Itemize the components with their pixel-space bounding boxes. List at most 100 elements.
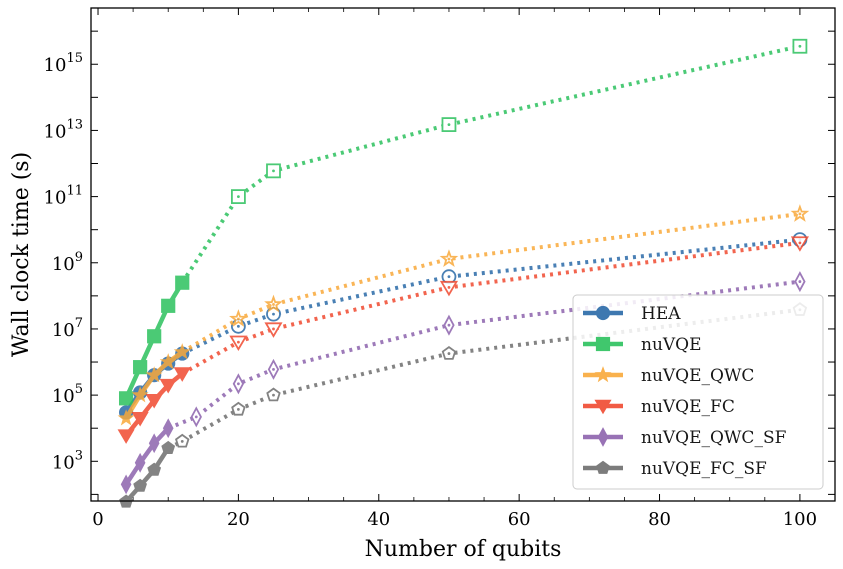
legend-label: nuVQE_FC [641, 397, 735, 417]
data-point [161, 440, 176, 454]
plot-series [117, 38, 810, 508]
data-point [118, 391, 134, 406]
legend-marker [594, 366, 612, 383]
data-point [134, 452, 146, 473]
data-point [131, 412, 149, 427]
y-tick-base: 10 [52, 320, 75, 341]
data-point-center [236, 340, 240, 344]
data-point [147, 329, 162, 344]
data-point-center [272, 312, 275, 316]
data-point [133, 478, 148, 492]
legend-marker [596, 460, 610, 474]
data-point [173, 367, 191, 382]
data-point [117, 429, 135, 444]
series-line-dotted [181, 240, 801, 376]
legend: HEA nuVQE nuVQE_QWC nuVQE_FC nuVQE_QWC_SF nuV… [572, 294, 824, 490]
data-point-center [447, 352, 451, 355]
data-point-center [447, 257, 451, 261]
y-tick-exponent: 11 [66, 184, 83, 199]
series-nuvqe [118, 38, 808, 406]
y-tick-exponent: 9 [75, 250, 83, 265]
y-tick-exponent: 7 [75, 316, 83, 331]
y-tick-exponent: 3 [75, 448, 83, 463]
y-tick-exponent: 5 [75, 382, 83, 397]
legend-label: nuVQE_FC_SF [641, 459, 767, 479]
legend-label: HEA [641, 304, 681, 324]
y-tick-label: 109 [52, 250, 83, 275]
y-tick-label: 107 [52, 316, 83, 341]
y-tick-label: 1013 [44, 117, 83, 142]
data-point [145, 394, 163, 409]
series-nuvqe-fc [117, 236, 809, 444]
legend-box [572, 294, 824, 490]
data-point-center [180, 439, 184, 443]
data-point [133, 360, 148, 375]
data-point-center [798, 44, 802, 48]
legend-marker [595, 336, 611, 352]
data-point [120, 474, 132, 495]
data-point-center [236, 195, 240, 198]
data-point-center [272, 367, 275, 371]
legend-item: HEA [583, 304, 681, 324]
y-tick-label: 1015 [44, 51, 83, 76]
data-point-center [236, 382, 240, 386]
data-point [117, 409, 135, 426]
x-tick-label: 100 [783, 509, 817, 530]
y-tick-base: 10 [52, 254, 75, 275]
legend-marker [597, 427, 609, 447]
legend-item: nuVQE_QWC_SF [583, 427, 787, 448]
series-line-dotted [167, 279, 801, 431]
x-tick-label: 20 [227, 509, 250, 530]
x-axis-label: Number of qubits [365, 537, 562, 562]
y-tick-base: 10 [52, 452, 75, 473]
x-tick-label: 80 [648, 509, 671, 530]
data-point-center [236, 317, 240, 321]
legend-label: nuVQE [641, 335, 702, 355]
series-line-dotted [181, 211, 801, 354]
y-axis-label: Wall clock time (s) [9, 152, 34, 357]
y-tick-label: 1011 [44, 184, 83, 209]
legend-item: nuVQE_QWC [583, 366, 754, 386]
data-point-center [272, 169, 275, 173]
y-tick-label: 105 [52, 382, 83, 407]
data-point [148, 433, 160, 454]
x-tick-label: 60 [508, 509, 531, 530]
data-point-center [798, 241, 802, 245]
data-point [147, 462, 162, 476]
data-point-center [272, 327, 275, 331]
legend-label: nuVQE_QWC_SF [641, 428, 787, 448]
legend-label: nuVQE_QWC [641, 366, 754, 386]
data-point-center [272, 303, 275, 306]
data-point-center [447, 323, 451, 327]
y-tick-exponent: 13 [66, 117, 83, 132]
series-nuvqe-qwc [117, 204, 810, 426]
data-point [145, 366, 163, 383]
y-tick-label: 103 [52, 448, 83, 473]
legend-marker [594, 399, 612, 415]
data-point [161, 298, 176, 313]
data-point-center [447, 275, 451, 279]
y-tick-exponent: 15 [66, 51, 83, 66]
data-point [173, 343, 191, 360]
legend-item: nuVQE_FC_SF [583, 459, 767, 479]
x-tick-label: 40 [367, 509, 390, 530]
x-tick-label: 0 [92, 509, 103, 530]
data-point [131, 386, 149, 403]
data-point-center [194, 415, 198, 419]
legend-marker [595, 305, 611, 321]
series-line-dotted [181, 237, 801, 356]
data-point [175, 275, 190, 290]
legend-item: nuVQE_FC [583, 397, 735, 417]
data-point-center [236, 324, 240, 328]
plot-frame [90, 7, 836, 502]
y-tick-base: 10 [52, 386, 75, 407]
y-tick-base: 10 [44, 55, 67, 76]
series-line-solid [124, 426, 170, 486]
data-point [159, 378, 177, 394]
series-line-solid [124, 446, 171, 504]
data-point-center [272, 393, 275, 397]
data-point-center [236, 408, 240, 411]
data-point-center [447, 123, 451, 126]
